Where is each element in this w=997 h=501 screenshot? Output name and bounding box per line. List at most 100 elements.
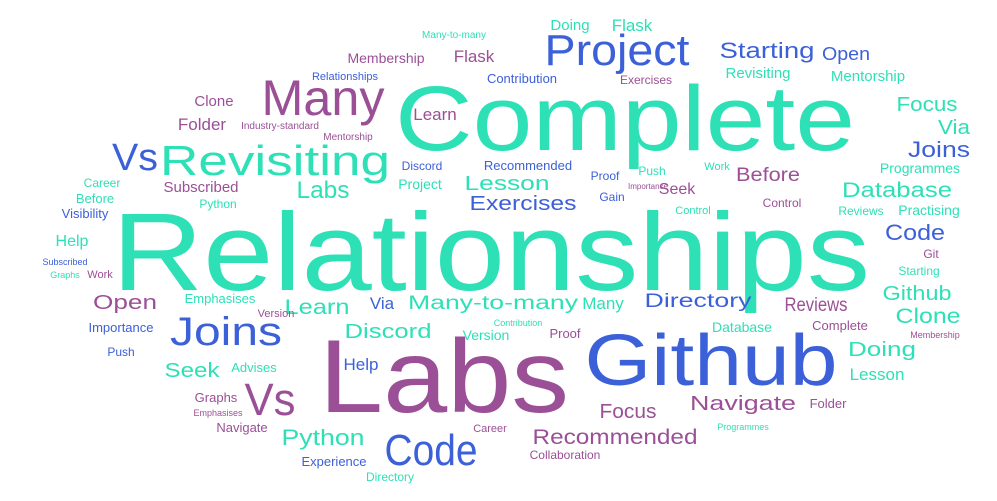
word: Contribution xyxy=(487,71,557,86)
word: Recommended xyxy=(533,426,698,449)
word: Version xyxy=(463,327,510,343)
word: Push xyxy=(107,345,134,359)
word: Exercises xyxy=(620,73,672,87)
word: Starting xyxy=(720,38,815,63)
word: Membership xyxy=(910,330,960,340)
word: Reviews xyxy=(785,295,848,316)
word: Seek xyxy=(165,360,221,382)
word: Clone xyxy=(896,305,961,328)
word: Directory xyxy=(366,470,414,484)
word: Relationships xyxy=(312,71,379,83)
word: Help xyxy=(56,233,89,250)
word: Contribution xyxy=(494,318,543,328)
word: Proof xyxy=(549,326,580,341)
word: Lesson xyxy=(465,173,550,195)
word: Many xyxy=(582,294,624,313)
word: Open xyxy=(93,292,157,314)
word: Many-to-many xyxy=(422,30,486,41)
word: Folder xyxy=(178,115,227,134)
word: Github xyxy=(883,283,952,305)
word: Vs xyxy=(245,374,296,425)
word: Labs xyxy=(297,177,350,204)
word: Code xyxy=(385,426,478,475)
word: Revisiting xyxy=(160,137,390,184)
word: Experience xyxy=(301,454,366,469)
word: Subscribed xyxy=(42,257,87,267)
word: Git xyxy=(923,247,939,261)
word: Joins xyxy=(908,137,970,162)
word: Flask xyxy=(454,47,495,66)
word: Reviews xyxy=(838,204,883,218)
word: Gain xyxy=(599,190,624,204)
word: Control xyxy=(763,196,802,210)
word: Focus xyxy=(600,401,657,423)
word: Subscribed xyxy=(163,179,238,196)
word: Lesson xyxy=(850,365,905,384)
word: Via xyxy=(938,117,971,139)
word: Discord xyxy=(345,321,432,343)
word: Navigate xyxy=(690,393,796,415)
word: Focus xyxy=(897,94,958,116)
word: Importance xyxy=(88,320,153,335)
word: Labs xyxy=(319,319,569,435)
word: Collaboration xyxy=(530,448,601,462)
word: Version xyxy=(258,308,295,320)
word: Emphasises xyxy=(193,408,243,418)
word: Learn xyxy=(413,105,456,124)
word: Project xyxy=(398,176,442,192)
word: Control xyxy=(675,205,710,217)
word: Open xyxy=(822,44,870,64)
word: Via xyxy=(370,294,395,313)
word: Revisiting xyxy=(725,65,790,82)
word: Help xyxy=(344,355,379,374)
word: Mentorship xyxy=(831,68,905,85)
word: Project xyxy=(545,26,690,75)
word: Importance xyxy=(628,182,669,191)
word: Recommended xyxy=(484,158,572,173)
word: Github xyxy=(585,321,838,401)
word: Clone xyxy=(194,93,233,110)
word: Learn xyxy=(285,296,350,319)
word: Joins xyxy=(170,310,282,354)
word: Vs xyxy=(112,137,158,179)
word: Complete xyxy=(812,318,868,333)
word: Practising xyxy=(898,202,959,218)
word: Before xyxy=(736,165,800,186)
word: Industry-standard xyxy=(241,121,319,132)
word: Directory xyxy=(645,291,753,312)
word: Emphasises xyxy=(185,291,256,306)
word: Seek xyxy=(659,181,696,198)
word: Work xyxy=(704,161,730,173)
word: Relationships xyxy=(112,191,870,314)
word: Programmes xyxy=(717,422,769,432)
word: Flask xyxy=(612,16,653,35)
word: Many xyxy=(262,70,385,126)
word: Navigate xyxy=(216,420,267,435)
word: Graphs xyxy=(195,390,238,405)
word: Graphs xyxy=(50,270,80,280)
word: Career xyxy=(84,176,121,190)
word: Python xyxy=(199,197,236,211)
word: Folder xyxy=(810,396,848,411)
word: Advises xyxy=(231,360,277,375)
word: Programmes xyxy=(880,160,960,176)
word: Work xyxy=(87,269,113,281)
word: Exercises xyxy=(470,193,577,215)
word: Before xyxy=(76,191,114,206)
word: Proof xyxy=(591,169,620,183)
word: Discord xyxy=(402,159,443,173)
word: Career xyxy=(473,423,507,435)
word: Complete xyxy=(395,68,855,170)
word: Membership xyxy=(347,50,424,66)
word: Starting xyxy=(898,264,939,278)
word: Python xyxy=(282,425,365,450)
word: Visibility xyxy=(62,206,109,221)
word: Code xyxy=(885,220,945,245)
word: Push xyxy=(638,164,665,178)
word: Many-to-many xyxy=(408,293,579,314)
word: Mentorship xyxy=(323,132,373,143)
word: Doing xyxy=(550,17,589,34)
word: Doing xyxy=(848,339,916,361)
word: Database xyxy=(842,179,952,202)
